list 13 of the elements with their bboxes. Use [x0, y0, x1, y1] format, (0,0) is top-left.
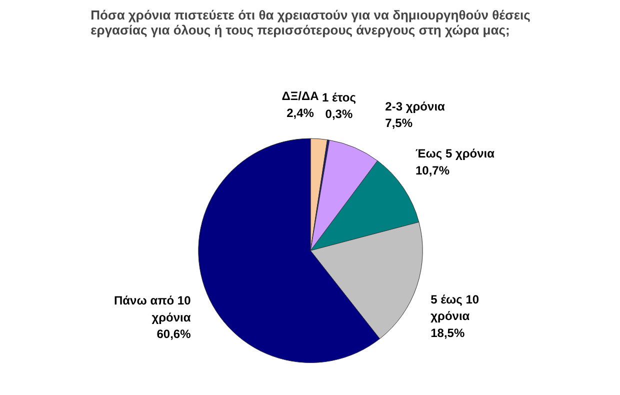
slice-label: 2-3 χρόνια	[385, 99, 446, 114]
data-label: 10,7%	[416, 163, 450, 178]
data-label: 2,4%	[286, 106, 314, 120]
slice-label: ΔΞ/ΔΑ	[282, 89, 320, 104]
data-label: 7,5%	[385, 116, 413, 130]
slice-label: 1 έτος	[322, 90, 356, 104]
chart-title: Πόσα χρόνια πιστεύετε ότι θα χρειαστούν για να δημιουργηθούν θέσεις εργασίας για όλους ή τους περισσότερους άνεργους στη χώρα μας;	[90, 8, 531, 38]
slice-label: Έως 5 χρόνια	[416, 146, 496, 160]
data-label: 0,3%	[325, 107, 353, 122]
slice-label: Πάνω από 10 χρόνια	[114, 293, 192, 324]
slice-label: 5 έως 10 χρόνια	[430, 292, 480, 324]
data-label: 18,5%	[430, 326, 465, 340]
data-label: 60,6%	[156, 327, 192, 342]
